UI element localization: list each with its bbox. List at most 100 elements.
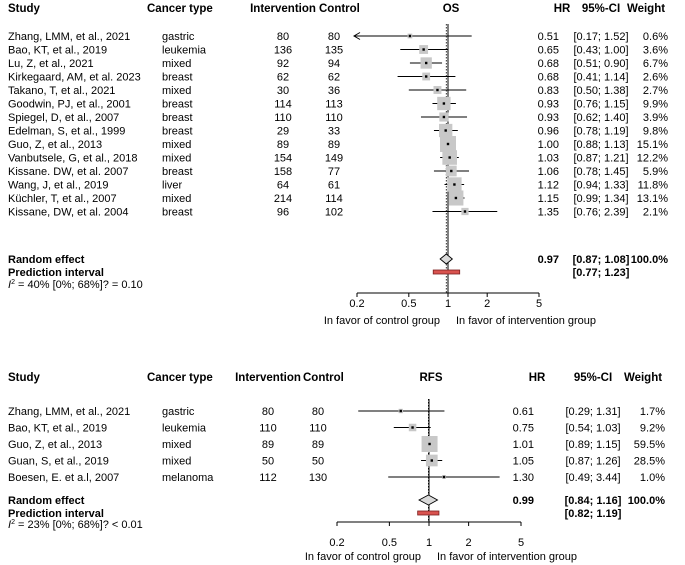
os-weight-value: 12.2% xyxy=(637,153,668,165)
os-point-estimate xyxy=(446,142,450,146)
rfs-point-estimate xyxy=(411,426,414,429)
os-ci-value: [0.78; 1.19] xyxy=(573,126,628,138)
os-header-hr: HR xyxy=(554,3,571,15)
os-weight-value: 13.1% xyxy=(637,193,668,205)
rfs-point-estimate xyxy=(399,409,402,413)
rfs-intervention-count: 80 xyxy=(262,406,274,418)
os-weight-value: 2.6% xyxy=(643,72,668,84)
rfs-control-count: 89 xyxy=(312,439,324,451)
os-cancer-type-label: breast xyxy=(162,99,193,111)
os-title: OS xyxy=(443,3,460,15)
os-intervention-count: 158 xyxy=(274,166,292,178)
rfs-random-effect-ci: [0.84; 1.16] xyxy=(565,495,622,507)
os-ci-value: [0.76; 1.15] xyxy=(573,99,628,111)
rfs-ci-value: [0.87; 1.26] xyxy=(565,456,620,468)
os-ci-value: [0.87; 1.21] xyxy=(573,153,628,165)
os-intervention-count: 154 xyxy=(274,153,292,165)
rfs-cancer-type-label: mixed xyxy=(162,456,191,468)
os-hr-value: 0.93 xyxy=(538,99,559,111)
os-x-tick-label: 2 xyxy=(484,298,490,310)
os-weight-value: 5.9% xyxy=(643,166,668,178)
os-intervention-count: 214 xyxy=(274,193,292,205)
os-random-effect-diamond xyxy=(439,253,454,265)
rfs-cancer-type-label: gastric xyxy=(162,406,195,418)
rfs-study-label: Bao, KT, et al., 2019 xyxy=(8,423,107,435)
os-weight-value: 2.1% xyxy=(643,207,668,219)
os-point-estimate xyxy=(436,88,439,92)
os-study-label: Edelman, S, et al., 1999 xyxy=(8,126,125,138)
os-cancer-type-label: liver xyxy=(162,180,183,192)
os-intervention-count: 92 xyxy=(277,58,289,70)
os-ci-value: [0.78; 1.45] xyxy=(573,166,628,178)
os-study-label: Takano, T, et al., 2021 xyxy=(8,85,115,97)
os-cancer-type-label: mixed xyxy=(162,85,191,97)
os-control-count: 113 xyxy=(325,99,343,111)
os-x-label-intervention: In favor of intervention group xyxy=(456,315,596,327)
os-cancer-type-label: breast xyxy=(162,72,193,84)
rfs-header-control: Control xyxy=(303,372,344,384)
rfs-hr-value: 1.30 xyxy=(513,472,534,484)
os-ci-arrow xyxy=(353,32,361,40)
os-hr-value: 1.06 xyxy=(538,166,559,178)
os-control-count: 62 xyxy=(328,72,340,84)
rfs-random-effect-diamond xyxy=(418,494,439,506)
rfs-cancer-type-label: leukemia xyxy=(162,423,207,435)
os-weight-value: 15.1% xyxy=(637,139,668,151)
os-cancer-type-label: breast xyxy=(162,207,193,219)
os-control-count: 135 xyxy=(325,45,343,57)
os-ci-value: [0.43; 1.00] xyxy=(573,45,628,57)
rfs-weight-value: 1.7% xyxy=(640,406,665,418)
os-ci-value: [0.51; 0.90] xyxy=(573,58,628,70)
rfs-point-estimate xyxy=(442,475,446,479)
os-cancer-type-label: leukemia xyxy=(162,45,207,57)
rfs-ci-value: [0.54; 1.03] xyxy=(565,423,620,435)
os-point-estimate xyxy=(454,196,458,200)
os-weight-value: 3.9% xyxy=(643,112,668,124)
rfs-x-label-intervention: In favor of intervention group xyxy=(437,551,577,563)
rfs-ci-value: [0.49; 3.44] xyxy=(565,472,620,484)
os-hr-value: 0.65 xyxy=(538,45,559,57)
os-study-label: Kirkegaard, AM, et al. 2023 xyxy=(8,72,141,84)
os-prediction-interval-bar xyxy=(432,269,461,275)
os-weight-value: 11.8% xyxy=(638,180,669,192)
rfs-header-intervention: Intervention xyxy=(235,372,301,384)
os-weight-value: 9.9% xyxy=(643,99,668,111)
os-intervention-count: 96 xyxy=(277,207,289,219)
os-control-count: 102 xyxy=(325,207,343,219)
os-control-count: 110 xyxy=(325,112,343,124)
os-study-label: Vanbutsele, G, et al., 2018 xyxy=(8,153,137,165)
os-study-label: Kissane. DW, et al. 2007 xyxy=(8,166,128,178)
os-cancer-type-label: gastric xyxy=(162,31,195,43)
rfs-weight-value: 1.0% xyxy=(640,472,665,484)
rfs-study-label: Zhang, LMM, et al., 2021 xyxy=(8,406,130,418)
rfs-header-study: Study xyxy=(8,372,41,384)
rfs-study-label: Guo, Z, et al., 2013 xyxy=(8,439,102,451)
rfs-hr-value: 0.75 xyxy=(513,423,534,435)
os-hr-value: 0.96 xyxy=(538,126,559,138)
rfs-weight-value: 59.5% xyxy=(634,439,665,451)
rfs-study-label: Guan, S, et al., 2019 xyxy=(8,456,109,468)
os-cancer-type-label: mixed xyxy=(162,193,191,205)
os-cancer-type-label: breast xyxy=(162,166,193,178)
os-intervention-count: 62 xyxy=(277,72,289,84)
os-intervention-count: 30 xyxy=(277,85,289,97)
os-hr-value: 0.68 xyxy=(538,72,559,84)
os-study-label: Wang, J, et al., 2019 xyxy=(8,180,108,192)
rfs-study-label: Boesen, E. et a.l, 2007 xyxy=(8,472,119,484)
os-ci-value: [0.62; 1.40] xyxy=(573,112,628,124)
rfs-control-count: 130 xyxy=(309,472,327,484)
os-study-label: Spiegel, D, et al., 2007 xyxy=(8,112,119,124)
os-hr-value: 0.93 xyxy=(538,112,559,124)
rfs-intervention-count: 89 xyxy=(262,439,274,451)
os-intervention-count: 29 xyxy=(277,126,289,138)
rfs-intervention-count: 112 xyxy=(259,472,277,484)
os-point-estimate xyxy=(424,61,428,65)
rfs-ci-value: [0.29; 1.31] xyxy=(565,406,620,418)
rfs-title: RFS xyxy=(420,372,443,384)
rfs-header-hr: HR xyxy=(529,372,546,384)
os-ci-value: [0.99; 1.34] xyxy=(573,193,628,205)
os-control-count: 77 xyxy=(328,166,340,178)
os-study-label: Lu, Z, et al., 2021 xyxy=(8,58,94,70)
rfs-heterogeneity-text: I2 = 23% [0%; 68%]? < 0.01 xyxy=(8,519,143,531)
